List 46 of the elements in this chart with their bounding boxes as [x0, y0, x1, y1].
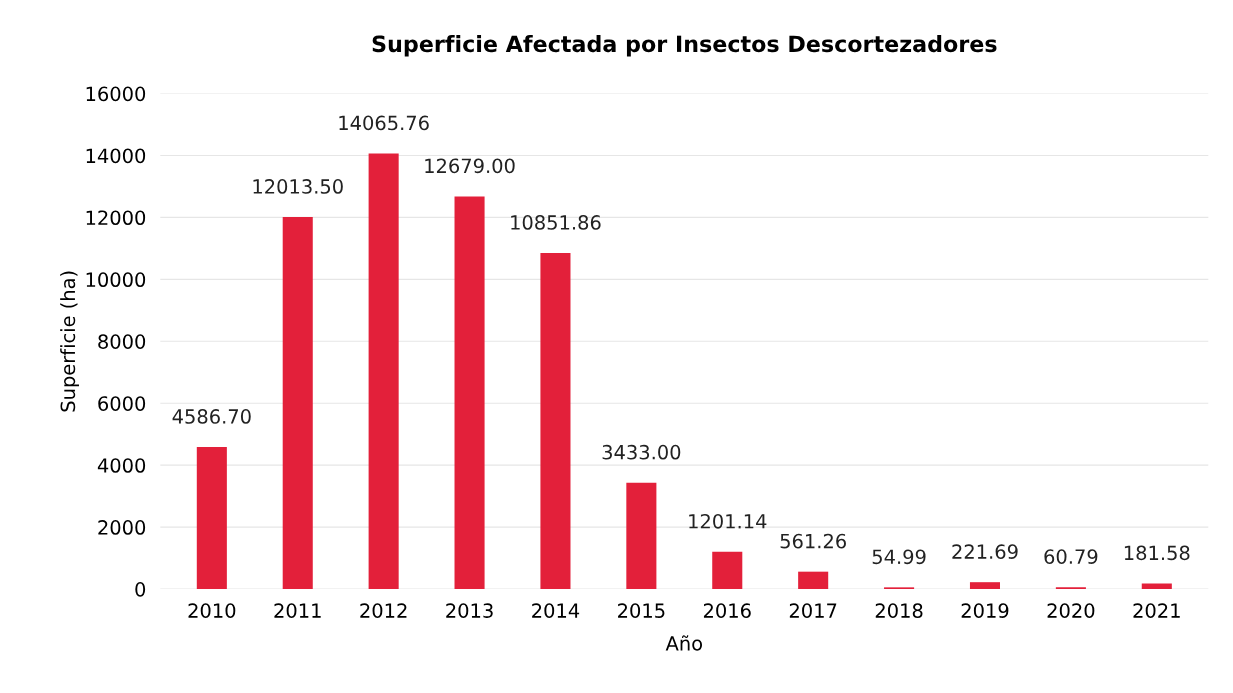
y-tick-label: 16000	[86, 86, 146, 102]
y-tick-label: 6000	[98, 396, 146, 411]
data-label: 12013.50	[253, 179, 343, 194]
data-label: 14065.76	[339, 115, 429, 131]
x-tick-label: 2021	[1133, 603, 1180, 618]
data-label: 54.99	[872, 549, 926, 565]
bar	[282, 217, 313, 590]
bar	[368, 153, 399, 590]
data-label: 3433.00	[602, 444, 681, 460]
y-tick-label: 4000	[97, 458, 146, 473]
x-tick-label: 2011	[274, 603, 321, 618]
bar	[1141, 583, 1172, 590]
data-label: 561.26	[780, 533, 846, 549]
y-axis-title: Superficie (ha)	[60, 271, 79, 412]
y-tick-label: 8000	[98, 334, 146, 349]
y-tick-label: 2000	[98, 520, 146, 535]
bar	[454, 196, 485, 590]
data-label: 221.69	[952, 544, 1018, 559]
x-tick-label: 2018	[875, 603, 923, 618]
x-tick-label: 2015	[618, 603, 665, 618]
data-label: 10851.86	[511, 215, 601, 230]
data-label: 60.79	[1044, 549, 1098, 564]
x-axis-title: Año	[665, 635, 703, 651]
x-tick-label: 2014	[532, 603, 580, 618]
x-tick-label: 2012	[360, 603, 407, 618]
x-tick-label: 2016	[703, 603, 751, 618]
x-tick-label: 2010	[188, 603, 236, 618]
data-label: 4586.70	[172, 409, 251, 424]
x-tick-label: 2017	[789, 603, 837, 618]
x-tick-label: 2020	[1047, 603, 1095, 618]
y-tick-label: 14000	[86, 148, 146, 164]
y-tick-label: 0	[135, 582, 146, 597]
chart-title: Superficie Afectada por Insectos Descortezadores	[372, 35, 997, 57]
bar	[196, 447, 227, 590]
y-tick-label: 12000	[86, 210, 146, 226]
bar	[798, 571, 829, 590]
data-label: 12679.00	[425, 158, 515, 174]
x-tick-label: 2019	[961, 603, 1009, 618]
y-tick-label: 10000	[86, 272, 146, 288]
x-tick-label: 2013	[446, 603, 493, 618]
bar	[540, 252, 571, 590]
bar	[626, 482, 657, 590]
bar	[712, 551, 743, 590]
data-label: 1201.14	[689, 513, 767, 529]
data-label: 181.58	[1124, 545, 1190, 561]
bar	[969, 582, 1001, 590]
